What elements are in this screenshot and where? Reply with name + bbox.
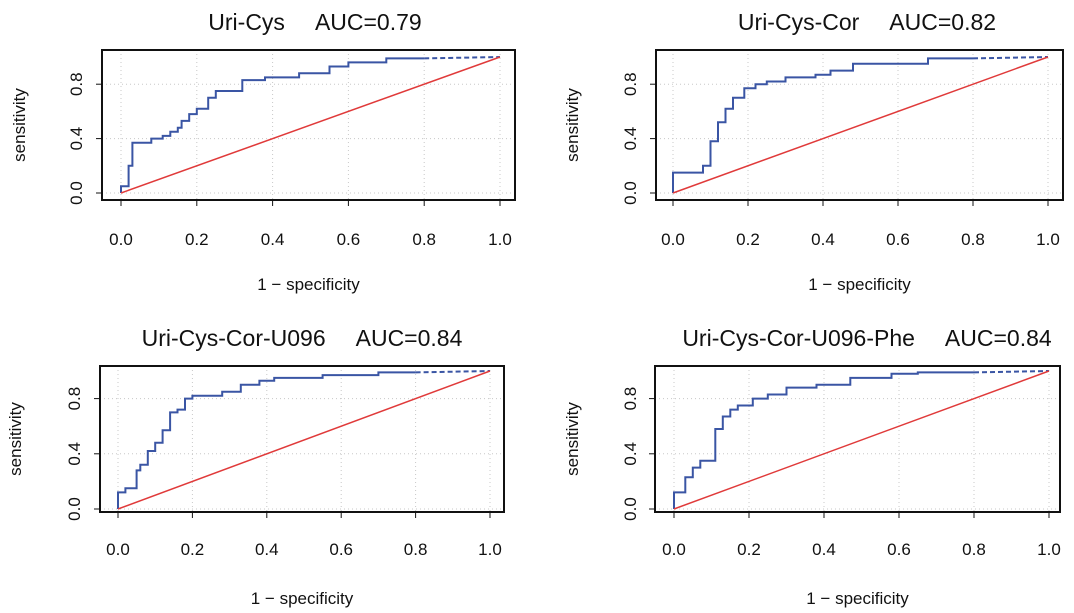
x-tick-label: 0.0 [661, 230, 685, 249]
roc-panel-2: 0.0 0.2 0.4 0.6 0.8 1.0 0.0 0.4 0.8 Uri-Cys-Cor AU… [563, 9, 1064, 294]
y-tick-label: 0.8 [621, 72, 640, 96]
chart-title: Uri-Cys-Cor AUC=0.82 [738, 9, 996, 35]
x-tick-label: 0.8 [412, 230, 436, 249]
x-axis-label: 1 − specificity [806, 589, 909, 608]
y-axis-label: sensitivity [6, 402, 25, 476]
x-tick-label: 0.0 [662, 540, 686, 559]
plot-frame [655, 49, 1064, 201]
roc-curve-dashed-segment [972, 56, 1049, 60]
x-tick-label: 0.2 [181, 540, 205, 559]
chart-title-name: Uri-Cys [208, 9, 285, 35]
x-axis-label: 1 − specificity [251, 589, 354, 608]
roc-panel-3: 0.0 0.2 0.4 0.6 0.8 1.0 0.0 0.4 0.8 Uri-Cys-Cor-U… [6, 325, 505, 608]
y-axis-label: sensitivity [563, 402, 582, 476]
plot-frame [101, 49, 516, 201]
x-tick-label: 0.0 [106, 540, 130, 559]
roc-curve-dashed-segment [973, 370, 1050, 374]
x-tick-label: 0.4 [255, 540, 279, 559]
y-tick-label: 0.0 [621, 497, 640, 521]
roc-panel-1: 0.0 0.2 0.4 0.6 0.8 1.0 0.0 0.4 0.8 Uri-Cys AUC=0.… [10, 9, 516, 294]
reference-diagonal-line [117, 370, 491, 510]
x-tick-label: 0.8 [404, 540, 428, 559]
y-tick-label: 0.8 [621, 387, 640, 411]
x-tick-label: 1.0 [488, 230, 512, 249]
chart-title: Uri-Cys AUC=0.79 [208, 9, 421, 35]
y-tick-label: 0.8 [67, 72, 86, 96]
x-tick-label: 0.6 [887, 540, 911, 559]
x-tick-label: 0.6 [886, 230, 910, 249]
roc-curve-line [120, 57, 425, 193]
y-tick-label: 0.4 [67, 127, 86, 151]
y-tick-label: 0.4 [65, 442, 84, 466]
x-axis-label: 1 − specificity [808, 275, 911, 294]
chart-title-name: Uri-Cys-Cor-U096 [142, 325, 326, 351]
x-tick-label: 0.6 [337, 230, 361, 249]
x-tick-label: 0.6 [329, 540, 353, 559]
x-tick-label: 1.0 [1037, 540, 1061, 559]
y-tick-label: 0.4 [621, 442, 640, 466]
plot-frame [654, 365, 1061, 513]
y-tick-label: 0.4 [621, 127, 640, 151]
y-axis-label: sensitivity [563, 88, 582, 162]
x-tick-label: 1.0 [1036, 230, 1060, 249]
x-tick-label: 0.0 [109, 230, 133, 249]
y-tick-label: 0.0 [65, 497, 84, 521]
auc-label: AUC=0.79 [315, 9, 422, 35]
x-tick-label: 0.8 [962, 540, 986, 559]
roc-curve-dashed-segment [415, 370, 491, 374]
auc-label: AUC=0.82 [889, 9, 996, 35]
x-tick-label: 0.4 [812, 540, 836, 559]
x-tick-label: 1.0 [478, 540, 502, 559]
x-tick-label: 0.2 [736, 230, 760, 249]
chart-title: Uri-Cys-Cor-U096 AUC=0.84 [142, 325, 463, 351]
roc-curve-line [672, 57, 973, 193]
plot-frame [99, 365, 505, 513]
roc-curve-line [117, 371, 416, 509]
auc-label: AUC=0.84 [356, 325, 463, 351]
auc-label: AUC=0.84 [945, 325, 1052, 351]
y-tick-label: 0.0 [67, 181, 86, 205]
roc-curve-line [673, 371, 974, 509]
x-tick-label: 0.4 [811, 230, 835, 249]
reference-diagonal-line [673, 370, 1050, 510]
chart-title-name: Uri-Cys-Cor-U096-Phe [682, 325, 915, 351]
y-tick-label: 0.0 [621, 181, 640, 205]
y-axis-label: sensitivity [10, 88, 29, 162]
x-axis-label: 1 − specificity [257, 275, 360, 294]
x-tick-label: 0.2 [737, 540, 761, 559]
y-tick-label: 0.8 [65, 387, 84, 411]
reference-diagonal-line [672, 56, 1049, 194]
x-tick-label: 0.2 [185, 230, 209, 249]
x-tick-label: 0.4 [261, 230, 285, 249]
reference-diagonal-line [120, 56, 501, 194]
roc-curve-dashed-segment [424, 56, 501, 60]
x-tick-label: 0.8 [961, 230, 985, 249]
chart-title-name: Uri-Cys-Cor [738, 9, 860, 35]
roc-panel-4: 0.0 0.2 0.4 0.6 0.8 1.0 0.0 0.4 0.8 Uri-Cys-Cor-U… [563, 325, 1061, 608]
chart-title: Uri-Cys-Cor-U096-Phe AUC=0.84 [682, 325, 1052, 351]
